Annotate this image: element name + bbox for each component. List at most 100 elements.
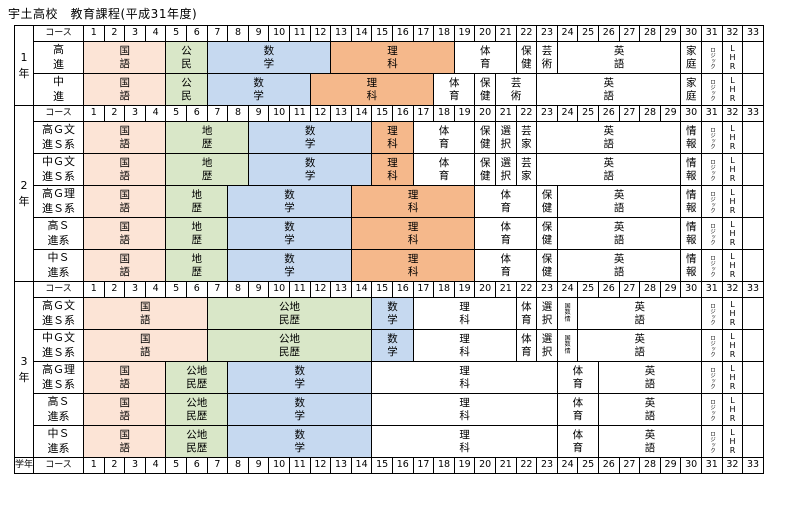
footer-period-number-23: 23 bbox=[537, 458, 558, 474]
subject-cell: 理 科 bbox=[372, 426, 558, 458]
subject-cell: 体 育 bbox=[475, 186, 538, 218]
subject-cell: 地 歴 bbox=[166, 250, 229, 282]
subject-cell: ロジック bbox=[702, 154, 723, 186]
course-label: 中Ｇ文 進Ｓ系 bbox=[34, 330, 84, 362]
empty-period-cell bbox=[743, 154, 764, 186]
period-number-18: 18 bbox=[434, 26, 455, 42]
subject-cell: 数 学 bbox=[228, 218, 352, 250]
footer-period-number-18: 18 bbox=[434, 458, 455, 474]
subject-cell: 国 語 bbox=[84, 186, 167, 218]
footer-period-number-22: 22 bbox=[516, 458, 538, 474]
period-number-27: 27 bbox=[619, 26, 641, 42]
subject-cell: LHR bbox=[722, 218, 744, 250]
subject-cell: LHR bbox=[722, 74, 744, 106]
subject-cell: LHR bbox=[722, 362, 744, 394]
subject-cell: ロジック bbox=[702, 122, 723, 154]
period-number-32: 32 bbox=[722, 282, 744, 298]
footer-period-number-13: 13 bbox=[331, 458, 352, 474]
period-number-25: 25 bbox=[578, 282, 599, 298]
period-number-29: 29 bbox=[660, 26, 682, 42]
period-number-12: 12 bbox=[310, 26, 332, 42]
period-number-2: 2 bbox=[104, 282, 126, 298]
period-number-3: 3 bbox=[125, 282, 146, 298]
period-number-6: 6 bbox=[187, 106, 208, 122]
subject-cell: 公地 民歴 bbox=[166, 362, 229, 394]
subject-cell: 地 歴 bbox=[166, 186, 229, 218]
period-number-10: 10 bbox=[269, 282, 290, 298]
grade-label: 3 年 bbox=[14, 282, 34, 458]
subject-cell: 保 健 bbox=[475, 122, 496, 154]
subject-cell: 国 語 bbox=[84, 394, 167, 426]
course-label: 高Ｇ理 進Ｓ系 bbox=[34, 362, 84, 394]
period-number-31: 31 bbox=[702, 106, 723, 122]
course-label: 高Ｇ文 進Ｓ系 bbox=[34, 122, 84, 154]
table-top-border bbox=[14, 25, 764, 26]
course-label: 高 進 bbox=[34, 42, 84, 74]
period-number-33: 33 bbox=[743, 26, 764, 42]
footer-period-number-32: 32 bbox=[722, 458, 744, 474]
period-number-29: 29 bbox=[660, 106, 682, 122]
period-number-13: 13 bbox=[331, 106, 352, 122]
period-number-7: 7 bbox=[207, 26, 229, 42]
subject-cell: LHR bbox=[722, 42, 744, 74]
footer-period-number-14: 14 bbox=[351, 458, 373, 474]
period-number-4: 4 bbox=[145, 282, 167, 298]
period-number-16: 16 bbox=[393, 106, 414, 122]
subject-cell: 理 科 bbox=[351, 218, 476, 250]
period-number-8: 8 bbox=[228, 26, 249, 42]
subject-cell: 選 択 bbox=[496, 122, 517, 154]
subject-cell: 公地 民歴 bbox=[207, 330, 373, 362]
empty-period-cell bbox=[743, 330, 764, 362]
period-number-8: 8 bbox=[228, 282, 249, 298]
subject-cell: ロジック bbox=[702, 330, 723, 362]
period-number-33: 33 bbox=[743, 282, 764, 298]
subject-cell: ロジック bbox=[702, 42, 723, 74]
period-number-25: 25 bbox=[578, 26, 599, 42]
subject-cell: 理 科 bbox=[372, 122, 414, 154]
course-label: 中Ｓ 進系 bbox=[34, 250, 84, 282]
subject-cell: 国 語 bbox=[84, 330, 208, 362]
subject-cell: 地 歴 bbox=[166, 122, 249, 154]
footer-course-header: コース bbox=[34, 458, 84, 474]
footer-period-number-2: 2 bbox=[104, 458, 126, 474]
subject-cell: 保 健 bbox=[475, 74, 496, 106]
subject-cell: 選 択 bbox=[496, 154, 517, 186]
subject-cell: 情 報 bbox=[681, 122, 702, 154]
period-number-23: 23 bbox=[537, 26, 558, 42]
course-label: 高Ｓ 進系 bbox=[34, 218, 84, 250]
subject-cell: 公地 民歴 bbox=[207, 298, 373, 330]
period-number-4: 4 bbox=[145, 106, 167, 122]
subject-cell: 情 報 bbox=[681, 218, 702, 250]
subject-cell: 地 歴 bbox=[166, 154, 249, 186]
course-label: 高Ｇ文 進Ｓ系 bbox=[34, 298, 84, 330]
course-label: 高Ｓ 進系 bbox=[34, 394, 84, 426]
subject-cell: 情 報 bbox=[681, 154, 702, 186]
period-number-23: 23 bbox=[537, 282, 558, 298]
period-number-26: 26 bbox=[599, 106, 620, 122]
footer-period-number-25: 25 bbox=[578, 458, 599, 474]
subject-cell: ロジック bbox=[702, 394, 723, 426]
period-number-5: 5 bbox=[166, 26, 187, 42]
footer-period-number-19: 19 bbox=[454, 458, 476, 474]
subject-cell: 地 歴 bbox=[166, 218, 229, 250]
footer-period-number-31: 31 bbox=[702, 458, 723, 474]
subject-cell: 英 語 bbox=[599, 394, 702, 426]
subject-cell: 国 語 bbox=[84, 42, 167, 74]
footer-period-number-5: 5 bbox=[166, 458, 187, 474]
period-number-15: 15 bbox=[372, 106, 393, 122]
subject-cell: LHR bbox=[722, 426, 744, 458]
period-number-18: 18 bbox=[434, 282, 455, 298]
subject-cell: 数 学 bbox=[372, 330, 414, 362]
period-number-16: 16 bbox=[393, 282, 414, 298]
subject-cell: 数 学 bbox=[228, 186, 352, 218]
subject-cell: 英 語 bbox=[557, 218, 682, 250]
footer-period-number-29: 29 bbox=[660, 458, 682, 474]
subject-cell: 公地 民歴 bbox=[166, 426, 229, 458]
subject-cell: 保 健 bbox=[537, 250, 558, 282]
footer-period-number-6: 6 bbox=[187, 458, 208, 474]
period-number-27: 27 bbox=[619, 282, 641, 298]
footer-period-number-11: 11 bbox=[290, 458, 311, 474]
period-number-7: 7 bbox=[207, 282, 229, 298]
subject-cell: 英 語 bbox=[557, 250, 682, 282]
footer-period-number-33: 33 bbox=[743, 458, 764, 474]
